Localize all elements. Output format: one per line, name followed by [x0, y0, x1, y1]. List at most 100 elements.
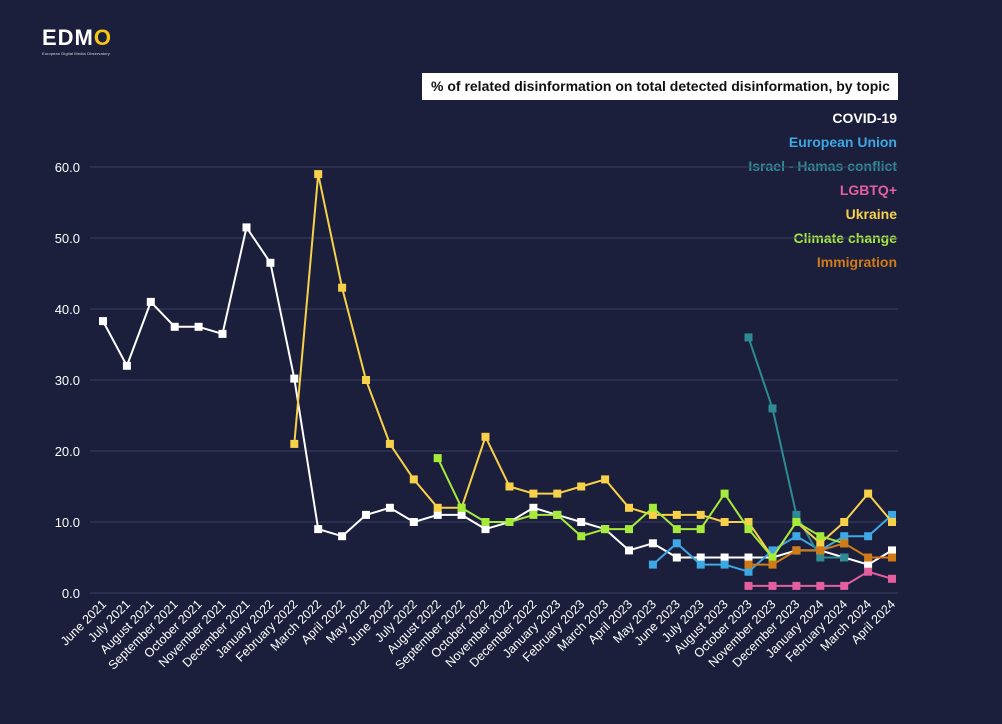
data-point [577, 518, 586, 526]
data-point [744, 333, 753, 342]
data-point [290, 374, 299, 383]
data-point [242, 223, 251, 232]
series-immigration [744, 539, 896, 569]
data-point [194, 322, 203, 331]
legend-item: Israel - Hamas conflict [748, 158, 897, 174]
data-point [481, 525, 490, 534]
data-point [720, 553, 729, 562]
data-point [625, 503, 633, 512]
data-point [409, 518, 418, 526]
data-point [170, 322, 179, 331]
data-point [720, 518, 729, 526]
data-point [792, 532, 801, 541]
data-point [696, 553, 705, 562]
chart-title: % of related disinformation on total det… [422, 73, 898, 100]
data-point [888, 546, 896, 555]
data-point [553, 489, 562, 498]
data-point [122, 361, 131, 370]
data-point [816, 546, 825, 555]
data-point [553, 510, 562, 519]
data-point [816, 553, 825, 562]
data-point [577, 532, 586, 541]
legend-item: COVID-19 [832, 110, 897, 126]
legend-item: European Union [788, 134, 897, 150]
series-line [293, 173, 893, 559]
data-point [864, 489, 873, 498]
data-point [768, 581, 777, 590]
data-point [409, 475, 418, 484]
data-point [744, 553, 753, 562]
data-point [888, 553, 896, 562]
data-point [672, 539, 681, 548]
data-point [840, 581, 849, 590]
data-point [792, 546, 801, 555]
y-tick-label: 10.0 [55, 515, 80, 530]
data-point [648, 510, 657, 519]
data-point [481, 432, 490, 441]
data-point [433, 454, 442, 463]
data-point [696, 560, 705, 569]
data-point [433, 510, 442, 519]
data-point [529, 489, 538, 498]
data-point [816, 539, 825, 548]
edmo-logo: EDMO European Digital Media Observatory [42, 25, 113, 57]
data-point [888, 518, 896, 526]
data-point [696, 510, 705, 519]
y-tick-label: 0.0 [62, 586, 80, 601]
data-point [433, 503, 442, 512]
data-point [529, 510, 538, 519]
data-point [864, 532, 873, 541]
series-ukraine [290, 170, 896, 562]
data-point [720, 560, 729, 569]
data-point [672, 510, 681, 519]
data-point [864, 553, 873, 562]
data-point [648, 503, 657, 512]
series-line [102, 226, 893, 566]
data-point [99, 317, 107, 326]
data-point [744, 560, 753, 569]
series-lgbtq- [744, 567, 896, 590]
data-point [625, 546, 633, 555]
data-point [457, 503, 466, 512]
data-point [672, 553, 681, 562]
data-point [888, 574, 896, 583]
data-point [338, 532, 347, 541]
data-point [648, 560, 657, 569]
legend: COVID-19 European Union Israel - Hamas con… [748, 110, 897, 278]
data-point [625, 525, 633, 534]
data-point [744, 525, 753, 534]
data-point [720, 489, 729, 498]
logo-wordmark: EDMO [42, 25, 113, 50]
data-point [768, 546, 777, 555]
y-tick-label: 60.0 [55, 160, 80, 175]
data-point [529, 503, 538, 512]
data-point [266, 258, 275, 267]
data-point [864, 560, 873, 569]
data-point [792, 510, 801, 519]
data-point [362, 510, 370, 519]
series-israel-hamas-conflict [744, 333, 896, 562]
series-covid-19 [99, 223, 896, 569]
data-point [840, 518, 849, 526]
data-point [696, 525, 705, 534]
data-point [457, 510, 466, 519]
data-point [792, 581, 801, 590]
data-point [362, 376, 370, 384]
legend-item: Ukraine [845, 206, 897, 222]
legend-item: LGBTQ+ [839, 182, 897, 198]
data-point [601, 525, 610, 534]
data-point [338, 283, 347, 292]
data-point [290, 439, 299, 448]
data-point [888, 510, 896, 519]
y-tick-label: 30.0 [55, 373, 80, 388]
data-point [481, 518, 490, 526]
data-point [672, 525, 681, 534]
data-point [744, 567, 753, 576]
logo-subtitle: European Digital Media Observatory [42, 51, 110, 56]
data-point [816, 532, 825, 541]
data-point [816, 581, 825, 590]
series-line [436, 457, 845, 559]
data-point [218, 329, 227, 338]
data-point [601, 475, 610, 484]
